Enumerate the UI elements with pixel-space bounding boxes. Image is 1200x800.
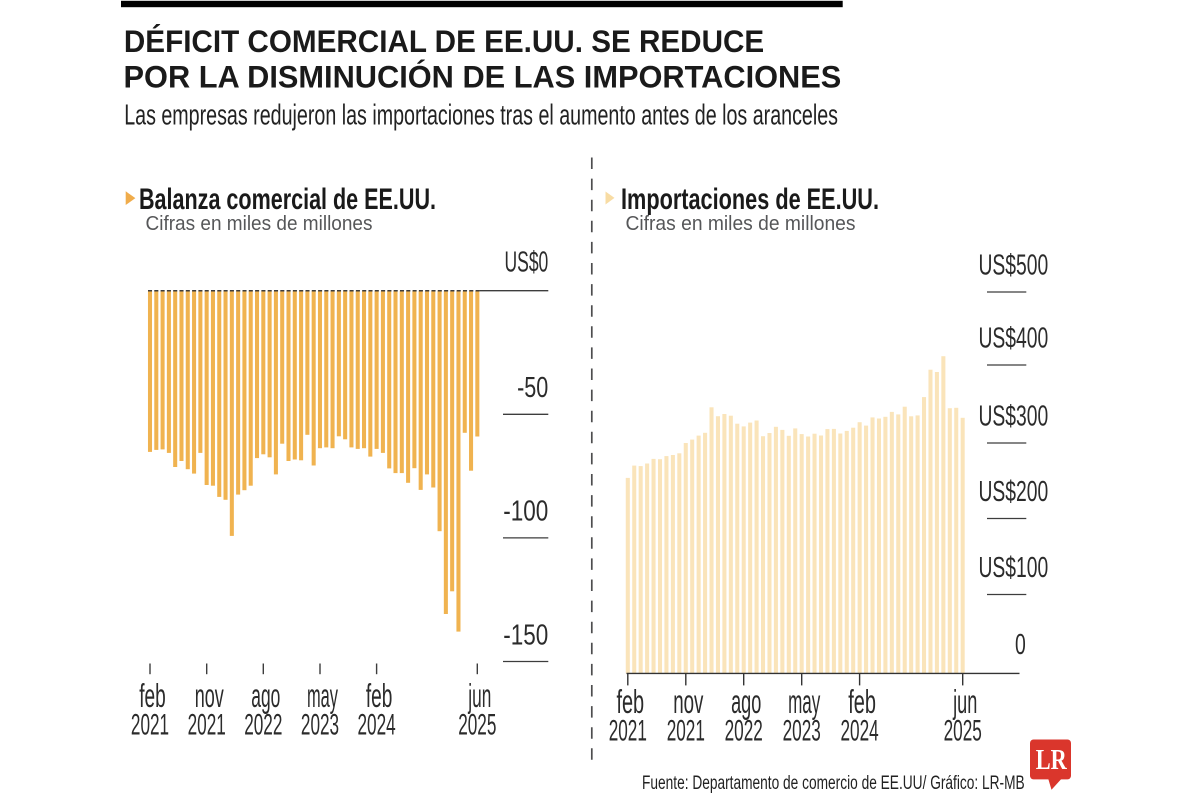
svg-text:jun: jun: [953, 683, 978, 720]
svg-text:feb: feb: [616, 683, 644, 720]
svg-text:2021: 2021: [188, 709, 226, 742]
svg-text:may: may: [788, 683, 820, 720]
svg-text:Balanza comercial de EE.UU.: Balanza comercial de EE.UU.: [139, 183, 436, 216]
svg-text:2025: 2025: [944, 715, 982, 748]
svg-text:US$0: US$0: [505, 247, 549, 279]
svg-text:jun: jun: [468, 677, 492, 714]
svg-text:0: 0: [1015, 629, 1026, 661]
svg-text:Cifras en miles de millones: Cifras en miles de millones: [146, 213, 373, 235]
svg-text:2025: 2025: [458, 709, 496, 742]
svg-text:2022: 2022: [725, 715, 763, 748]
svg-text:2021: 2021: [667, 715, 705, 748]
svg-text:Las empresas redujeron las imp: Las empresas redujeron las importaciones…: [124, 99, 838, 131]
svg-text:2022: 2022: [244, 709, 282, 742]
svg-text:US$400: US$400: [979, 322, 1049, 354]
svg-text:US$200: US$200: [979, 476, 1049, 508]
svg-text:2021: 2021: [131, 709, 169, 742]
svg-text:Fuente: Departamento de comerc: Fuente: Departamento de comercio de EE.U…: [642, 773, 1025, 794]
svg-text:ago: ago: [251, 677, 280, 714]
svg-text:feb: feb: [366, 677, 393, 714]
svg-text:feb: feb: [139, 677, 166, 714]
svg-text:US$300: US$300: [979, 400, 1049, 432]
svg-text:-100: -100: [503, 496, 548, 528]
svg-text:US$500: US$500: [979, 249, 1049, 281]
svg-text:DÉFICIT COMERCIAL DE EE.UU. SE: DÉFICIT COMERCIAL DE EE.UU. SE REDUCE: [124, 23, 764, 59]
svg-text:nov: nov: [673, 683, 703, 720]
svg-text:2024: 2024: [841, 715, 879, 748]
svg-text:2021: 2021: [609, 715, 647, 748]
svg-text:Importaciones de EE.UU.: Importaciones de EE.UU.: [621, 183, 879, 216]
svg-text:LR: LR: [1036, 745, 1068, 776]
svg-text:2024: 2024: [358, 709, 396, 742]
svg-text:-150: -150: [503, 619, 548, 651]
svg-text:ago: ago: [731, 683, 761, 720]
svg-text:US$100: US$100: [979, 552, 1049, 584]
svg-text:may: may: [307, 677, 338, 714]
svg-text:POR LA DISMINUCIÓN DE LAS IMPO: POR LA DISMINUCIÓN DE LAS IMPORTACIONES: [124, 58, 842, 94]
svg-text:2023: 2023: [301, 709, 339, 742]
svg-text:Cifras en miles de millones: Cifras en miles de millones: [626, 213, 856, 235]
svg-text:-50: -50: [517, 372, 548, 404]
svg-text:2023: 2023: [783, 715, 821, 748]
svg-text:feb: feb: [848, 683, 876, 720]
svg-text:nov: nov: [195, 677, 224, 714]
